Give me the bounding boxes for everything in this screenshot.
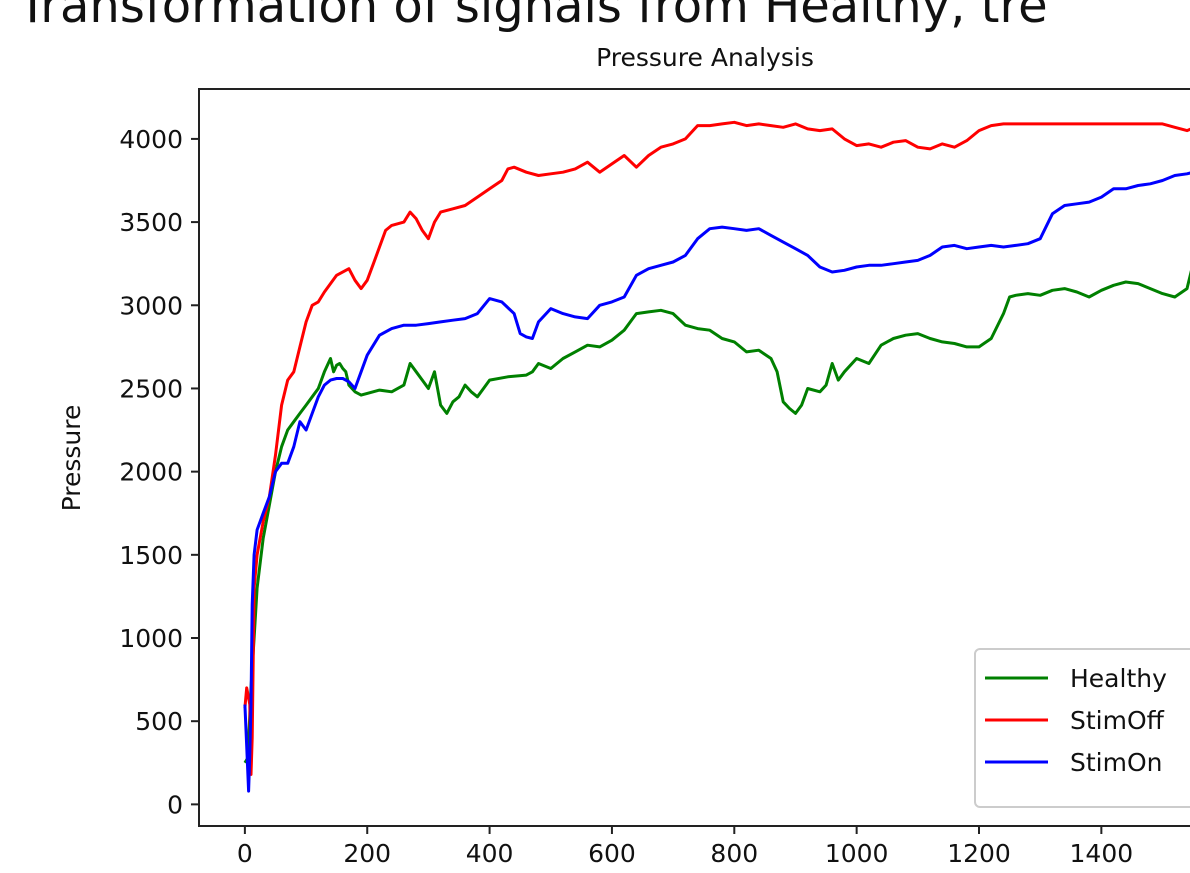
chart-title: Pressure Analysis: [596, 43, 814, 72]
x-tick-label: 1200: [947, 839, 1011, 868]
y-tick-label: 2000: [119, 458, 183, 487]
x-tick-label: 1400: [1070, 839, 1134, 868]
series-line-stimon: [243, 171, 1190, 793]
x-tick-label: 0: [237, 839, 253, 868]
y-tick-label: 3000: [119, 291, 183, 320]
legend-label-healthy: Healthy: [1070, 664, 1167, 693]
legend-box: [974, 648, 1190, 808]
x-tick-label: 1000: [825, 839, 889, 868]
y-axis-title: Pressure: [57, 405, 86, 512]
series-line-stimoff: [243, 120, 1190, 776]
legend-label-stimon: StimOn: [1070, 748, 1163, 777]
legend-label-stimoff: StimOff: [1070, 706, 1165, 735]
series-line-healthy: [243, 270, 1190, 764]
y-tick-label: 1000: [119, 624, 183, 653]
series-layer: [243, 120, 1190, 793]
y-tick-label: 3500: [119, 208, 183, 237]
header-text: Transformation of signals from Healthy, …: [18, 0, 1048, 34]
x-tick-label: 800: [710, 839, 758, 868]
x-tick-label: 200: [343, 839, 391, 868]
legend: Healthy StimOff StimOn: [974, 648, 1190, 808]
x-tick-label: 400: [466, 839, 514, 868]
y-tick-label: 500: [135, 707, 183, 736]
y-tick-label: 0: [167, 790, 183, 819]
y-tick-label: 4000: [119, 125, 183, 154]
y-tick-label: 2500: [119, 374, 183, 403]
x-tick-label: 600: [588, 839, 636, 868]
axis-ticks: 0 500 1000 1500 2000 2500 3000 3500 4000 0 200 400 6…: [119, 125, 1134, 868]
y-tick-label: 1500: [119, 541, 183, 570]
